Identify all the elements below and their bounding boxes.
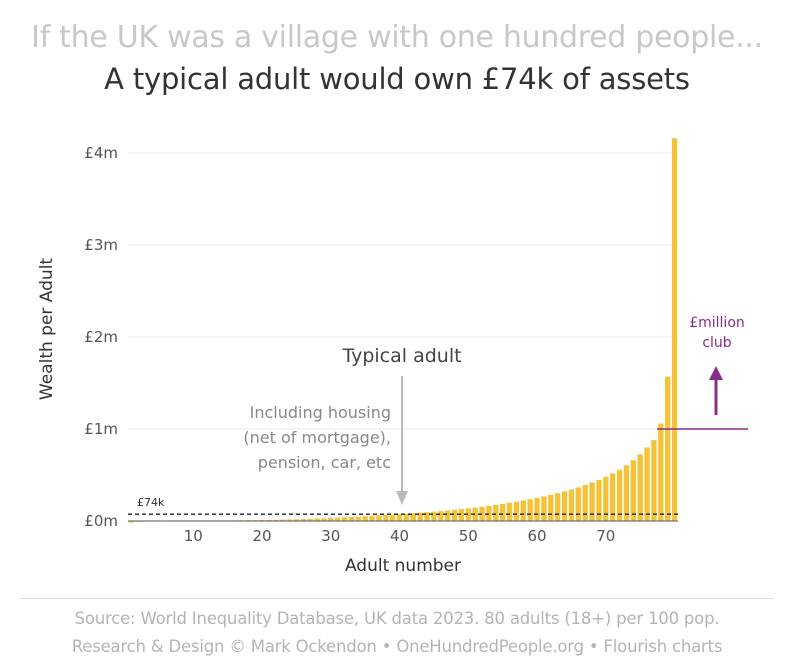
million-club-arrow-head	[709, 366, 723, 380]
bar	[623, 465, 630, 521]
bar	[458, 509, 465, 521]
million-club-label-line-2: club	[702, 335, 731, 351]
bar	[465, 508, 471, 521]
including-line-1: Including housing	[250, 403, 391, 422]
bar	[266, 519, 272, 521]
bar	[541, 496, 547, 521]
credit-note: Research & Design © Mark Ockendon • OneH…	[71, 637, 723, 656]
footer-divider	[20, 598, 774, 599]
x-tick-labels: 10 20 30 40 50 60 70	[184, 527, 616, 545]
x-tick-label: 20	[253, 527, 272, 545]
bar	[445, 510, 451, 521]
bar	[307, 518, 313, 521]
y-tick-label: £3m	[84, 236, 118, 254]
bar	[390, 514, 396, 521]
bar	[651, 440, 657, 521]
bar	[665, 376, 671, 521]
y-tick-label: £2m	[84, 328, 118, 346]
bar	[383, 515, 389, 521]
bar	[493, 504, 499, 521]
bar	[479, 506, 485, 521]
bar	[575, 487, 581, 521]
bar	[610, 473, 616, 521]
bar	[417, 512, 423, 521]
x-tick-label: 70	[596, 527, 615, 545]
including-line-3: pension, car, etc	[258, 453, 391, 472]
x-tick-label: 30	[321, 527, 340, 545]
bar	[582, 485, 588, 521]
bar	[534, 497, 540, 521]
bar	[355, 516, 361, 521]
bar	[424, 512, 430, 521]
bar	[431, 511, 437, 521]
x-tick-label: 60	[528, 527, 547, 545]
chart-title: If the UK was a village with one hundred…	[31, 20, 763, 55]
bar	[259, 519, 265, 521]
bar	[630, 460, 636, 521]
bar	[527, 499, 533, 521]
bar	[403, 513, 410, 521]
y-tick-label: £4m	[84, 144, 118, 162]
x-tick-label: 50	[459, 527, 478, 545]
bar	[286, 519, 293, 521]
bar	[273, 519, 279, 521]
bars	[128, 138, 678, 523]
chart-svg: £0m £1m £2m £3m £4m 10 20 30 40 50 60 70 £74k Weal…	[37, 138, 748, 576]
bar	[603, 476, 609, 521]
bar	[561, 491, 568, 521]
bar	[396, 514, 403, 521]
bar	[410, 513, 416, 521]
bar	[472, 507, 478, 521]
y-axis-title: Wealth per Adult	[37, 258, 57, 401]
y-tick-labels: £0m £1m £2m £3m £4m	[84, 144, 118, 530]
y-tick-label: £0m	[84, 512, 118, 530]
bar	[486, 505, 492, 521]
including-line-2: (net of mortgage),	[243, 428, 391, 447]
bar	[658, 423, 664, 521]
bar	[568, 489, 575, 521]
bar	[362, 516, 368, 521]
median-label: £74k	[137, 496, 165, 509]
bar	[671, 138, 678, 521]
bar	[321, 518, 327, 521]
bar	[451, 509, 458, 521]
bar	[513, 501, 520, 521]
bar	[520, 500, 526, 521]
chart-subtitle: A typical adult would own £74k of assets	[104, 62, 690, 96]
bar	[616, 469, 623, 521]
bar	[506, 502, 513, 521]
x-tick-label: 10	[184, 527, 203, 545]
x-axis-title: Adult number	[345, 556, 461, 576]
source-note: Source: World Inequality Database, UK da…	[74, 609, 720, 628]
bar	[341, 517, 348, 521]
bar	[644, 447, 650, 521]
x-tick-label: 40	[390, 527, 409, 545]
bar	[500, 503, 506, 521]
y-tick-label: £1m	[84, 420, 118, 438]
bar	[280, 519, 286, 521]
bar	[548, 494, 554, 521]
bar	[369, 515, 375, 521]
bar	[637, 454, 643, 521]
bar	[348, 516, 355, 521]
bar	[555, 493, 561, 521]
typical-adult-arrow-head	[396, 491, 408, 505]
bar	[596, 479, 602, 521]
million-club-label-line-1: £million	[689, 315, 745, 331]
bar	[589, 482, 595, 521]
typical-adult-label: Typical adult	[341, 345, 461, 367]
bar	[300, 519, 306, 521]
bar	[376, 515, 382, 521]
bar	[128, 521, 135, 523]
bar	[335, 517, 341, 521]
bar	[314, 518, 320, 521]
bar	[293, 519, 300, 521]
bar	[328, 517, 334, 521]
bar	[438, 511, 444, 521]
